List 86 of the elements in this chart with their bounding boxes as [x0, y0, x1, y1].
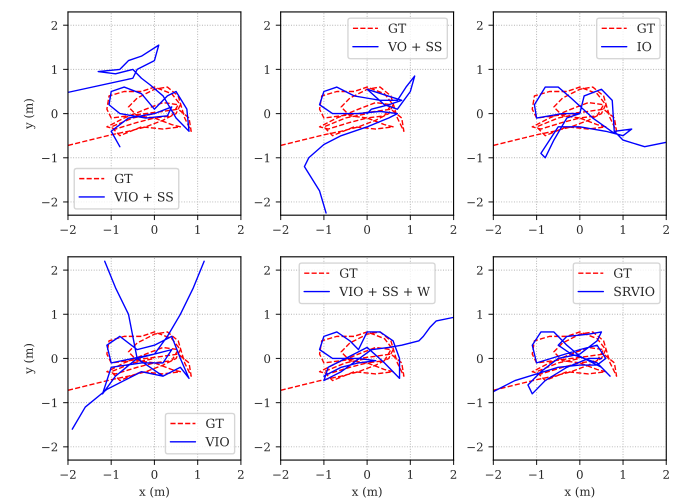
x-tick-label: 1 [620, 225, 626, 234]
x-tick-label: 0 [364, 470, 370, 479]
x-axis-title: x (m) [139, 486, 169, 498]
x-tick-label: −1 [104, 225, 118, 234]
legend-label: VIO + SS + W [339, 286, 430, 296]
legend-label: VIO + SS [114, 192, 173, 202]
line-series [68, 86, 192, 146]
x-tick-label: 2 [663, 470, 669, 479]
legend-label: GT [206, 418, 224, 428]
y-tick-label: −2 [42, 198, 58, 206]
line-series [280, 331, 405, 391]
y-tick-label: −1 [254, 153, 270, 162]
y-tick-label: −2 [467, 442, 482, 452]
x-tick-label: 0 [576, 225, 583, 234]
y-tick-label: −1 [467, 398, 482, 408]
y-tick-label: 2 [52, 20, 58, 30]
y-tick-label: 2 [264, 20, 270, 30]
x-tick-label: 1 [195, 225, 200, 234]
x-tick-label: −2 [60, 225, 76, 234]
legend-label: GT [614, 268, 632, 278]
y-tick-label: 1 [52, 65, 57, 74]
x-tick-label: −1 [529, 225, 544, 234]
legend-label: VIO [205, 436, 229, 446]
legend-label: GT [114, 174, 132, 184]
x-tick-label: 1 [408, 225, 412, 234]
line-series [68, 44, 190, 148]
y-tick-label: 0 [264, 354, 270, 364]
legend-label: GT [340, 268, 358, 278]
y-axis-title: y (m) [24, 344, 36, 374]
legend-label: SRVIO [614, 286, 654, 296]
x-tick-label: −2 [60, 470, 76, 479]
y-tick-label: 0 [52, 354, 58, 364]
y-tick-label: 1 [264, 65, 270, 74]
x-tick-label: 1 [620, 470, 626, 479]
y-tick-label: 2 [52, 266, 58, 275]
x-tick-label: −1 [529, 470, 544, 479]
y-tick-label: −2 [467, 198, 482, 206]
legend-label: VO + SS [388, 42, 442, 52]
x-tick-label: 0 [364, 225, 370, 234]
x-axis-title: x (m) [564, 486, 594, 498]
x-tick-label: −1 [104, 470, 118, 479]
line-series [280, 86, 405, 146]
x-tick-label: −2 [273, 225, 288, 234]
x-tick-label: −2 [486, 470, 501, 479]
y-tick-label: −2 [254, 198, 270, 206]
y-tick-label: −1 [42, 398, 57, 408]
line-series [534, 86, 666, 158]
y-tick-label: −1 [467, 153, 482, 162]
y-tick-label: 1 [478, 310, 482, 319]
x-tick-label: 2 [238, 225, 244, 234]
line-series [493, 86, 618, 146]
x-tick-label: 2 [450, 470, 456, 479]
x-tick-label: 0 [576, 470, 583, 479]
y-tick-label: 2 [476, 20, 482, 30]
x-tick-label: 1 [408, 470, 412, 479]
x-tick-label: 0 [151, 470, 158, 479]
y-tick-label: 1 [478, 65, 482, 74]
y-tick-label: 1 [52, 310, 57, 319]
legend-label: GT [637, 23, 655, 33]
y-axis-title: y (m) [24, 99, 36, 130]
y-tick-label: −1 [254, 398, 270, 408]
y-tick-label: −1 [42, 153, 57, 162]
x-tick-label: 0 [151, 225, 158, 234]
y-tick-label: 0 [52, 109, 58, 118]
legend-label: GT [388, 23, 406, 33]
x-tick-label: −1 [316, 470, 331, 479]
y-tick-label: 2 [264, 266, 270, 275]
x-tick-label: −2 [486, 225, 501, 234]
y-tick-label: 1 [264, 310, 270, 319]
line-series [318, 316, 454, 382]
x-tick-label: 2 [663, 225, 669, 234]
line-series [304, 75, 416, 214]
y-tick-label: 2 [476, 266, 482, 275]
y-tick-label: −2 [42, 442, 58, 452]
y-tick-label: 0 [264, 109, 270, 118]
y-tick-label: 0 [476, 354, 483, 364]
legend-label: IO [637, 42, 652, 52]
y-tick-label: −2 [254, 442, 270, 452]
x-tick-label: −2 [273, 470, 288, 479]
line-series [68, 331, 192, 391]
x-tick-label: 1 [195, 470, 200, 479]
x-axis-title: x (m) [352, 486, 382, 498]
x-tick-label: 2 [238, 470, 244, 479]
x-tick-label: −1 [316, 225, 331, 234]
y-tick-label: 0 [476, 109, 483, 118]
x-tick-label: 2 [450, 225, 456, 234]
